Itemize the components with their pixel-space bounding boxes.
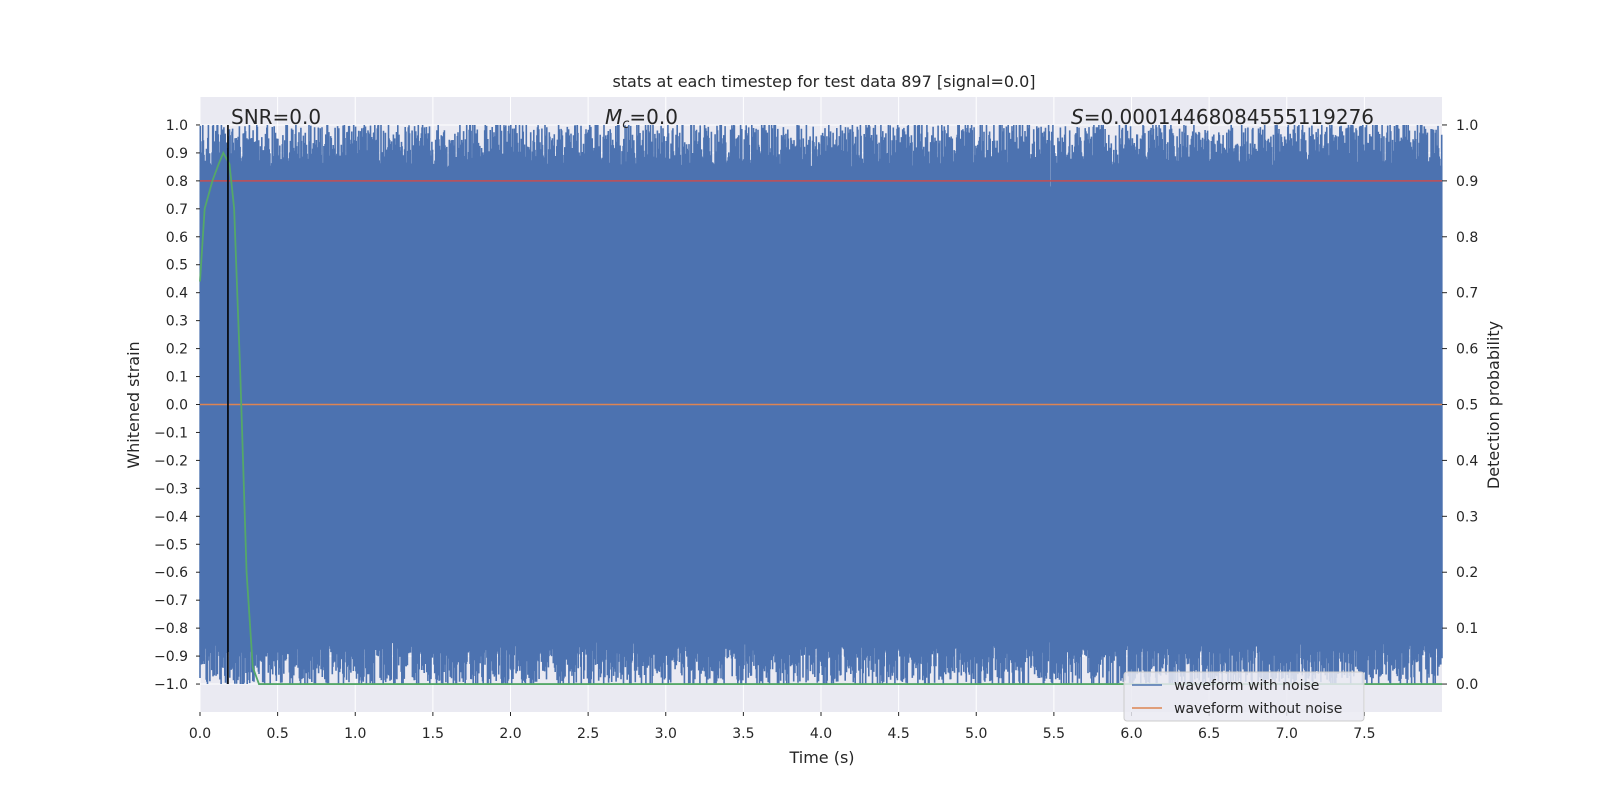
x-tick-label: 2.0 <box>499 726 521 742</box>
x-tick-label: 1.0 <box>344 726 366 742</box>
y2-tick-label: 0.5 <box>1456 398 1478 414</box>
x-tick-label: 0.5 <box>266 726 288 742</box>
y2-tick-label: 0.0 <box>1456 677 1478 693</box>
x-tick-label: 6.0 <box>1120 726 1142 742</box>
y2-axis-label: Detection probability <box>1484 321 1503 489</box>
y2-tick-label: 0.4 <box>1456 453 1478 469</box>
y-tick-label: −0.8 <box>154 621 188 637</box>
x-tick-label: 3.0 <box>655 726 677 742</box>
y-tick-label: −0.4 <box>154 509 188 525</box>
x-tick-label: 5.5 <box>1043 726 1065 742</box>
x-axis-label: Time (s) <box>788 748 854 767</box>
y-axis-right: 1.0 0.9 0.8 0.7 0.6 0.5 0.4 0.3 0.2 0.1 0.0 <box>1442 118 1478 693</box>
x-axis: 0.0 0.5 1.0 1.5 2.0 2.5 3.0 3.5 4.0 4.5 5.0 5.5 6.0 6… <box>189 712 1376 742</box>
x-tick-label: 2.5 <box>577 726 599 742</box>
y2-tick-label: 0.8 <box>1456 230 1478 246</box>
y2-tick-label: 1.0 <box>1456 118 1478 134</box>
y-tick-label: −0.9 <box>154 649 188 665</box>
y-tick-label: −0.1 <box>154 425 188 441</box>
x-tick-label: 1.5 <box>422 726 444 742</box>
y2-tick-label: 0.7 <box>1456 286 1478 302</box>
x-tick-label: 3.5 <box>732 726 754 742</box>
y2-tick-label: 0.2 <box>1456 565 1478 581</box>
chirp-mass-annotation: Mc=0.0 <box>605 105 678 132</box>
legend-label-clean: waveform without noise <box>1174 701 1342 717</box>
y-tick-label: 0.5 <box>166 258 188 274</box>
y-tick-label: 0.9 <box>166 146 188 162</box>
y-tick-label: 0.3 <box>166 314 188 330</box>
y-axis-label: Whitened strain <box>124 341 143 468</box>
y2-tick-label: 0.3 <box>1456 509 1478 525</box>
s-annotation: S=0.00014468084555119276 <box>1071 105 1374 129</box>
legend: waveform with noise waveform without noi… <box>1123 671 1365 722</box>
y-tick-label: 0.4 <box>166 286 188 302</box>
y-tick-label: −0.3 <box>154 481 188 497</box>
y-tick-label: 0.1 <box>166 370 188 386</box>
x-tick-label: 7.5 <box>1353 726 1375 742</box>
y-tick-label: −1.0 <box>154 677 188 693</box>
y2-tick-label: 0.1 <box>1456 621 1478 637</box>
series-detection-probability <box>199 150 1442 685</box>
x-tick-label: 5.0 <box>965 726 987 742</box>
y2-tick-label: 0.6 <box>1456 342 1478 358</box>
x-tick-label: 7.0 <box>1276 726 1298 742</box>
snr-annotation: SNR=0.0 <box>231 105 321 129</box>
y-tick-label: 0.0 <box>166 398 188 414</box>
y-tick-label: 0.7 <box>166 202 188 218</box>
chart-title: stats at each timestep for test data 897… <box>612 72 1035 91</box>
overlay-lines <box>199 124 1442 685</box>
legend-box <box>1123 671 1365 722</box>
y-tick-label: 0.6 <box>166 230 188 246</box>
y-tick-label: 0.2 <box>166 342 188 358</box>
legend-label-noise: waveform with noise <box>1174 678 1319 694</box>
y-tick-label: −0.7 <box>154 593 188 609</box>
x-tick-label: 4.5 <box>887 726 909 742</box>
y-tick-label: 1.0 <box>166 118 188 134</box>
y-tick-label: −0.5 <box>154 537 188 553</box>
y-tick-label: −0.6 <box>154 565 188 581</box>
y-tick-label: −0.2 <box>154 453 188 469</box>
x-tick-label: 4.0 <box>810 726 832 742</box>
x-tick-label: 6.5 <box>1198 726 1220 742</box>
y-axis-left: 1.0 0.9 0.8 0.7 0.6 0.5 0.4 0.3 0.2 0.1 0.0 −0.1 −0.… <box>154 118 200 693</box>
x-tick-label: 0.0 <box>189 726 211 742</box>
y-tick-label: 0.8 <box>166 174 188 190</box>
y2-tick-label: 0.9 <box>1456 174 1478 190</box>
